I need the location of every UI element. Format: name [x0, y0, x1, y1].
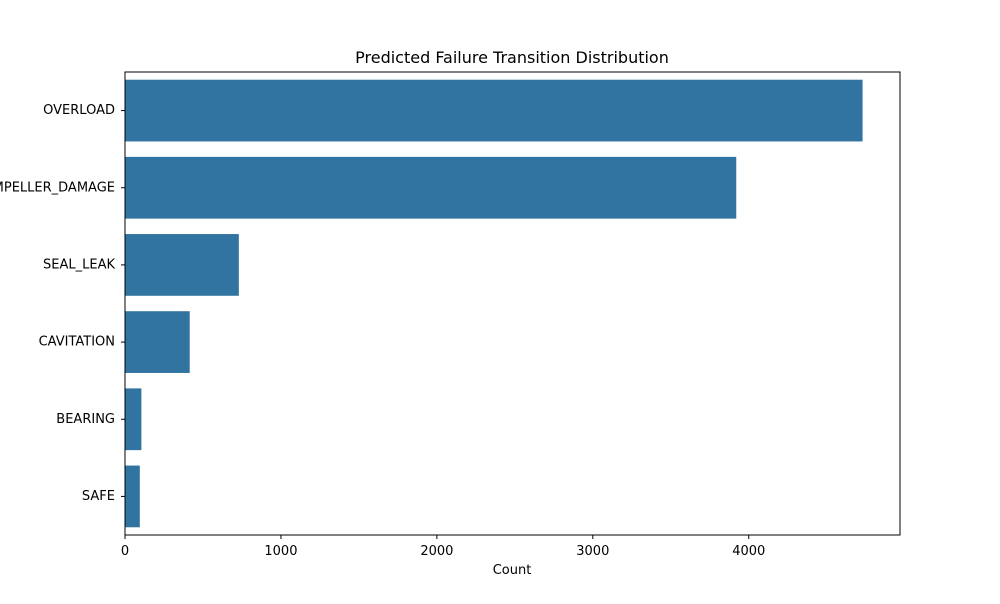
chart-title: Predicted Failure Transition Distributio… — [355, 48, 669, 67]
plot-bars — [125, 79, 863, 528]
bar-bearing — [125, 388, 142, 451]
x-axis-label: Count — [493, 563, 532, 578]
bar-impeller-damage — [125, 156, 737, 219]
bar-overload — [125, 79, 863, 142]
y-tick-label: IMPELLER_DAMAGE — [0, 180, 115, 195]
bar-safe — [125, 465, 140, 528]
y-tick-label: SEAL_LEAK — [43, 257, 115, 272]
x-tick-label: 3000 — [576, 544, 609, 559]
y-tick-label: CAVITATION — [39, 335, 115, 350]
x-tick-label: 4000 — [732, 544, 765, 559]
y-axis: OVERLOAD IMPELLER_DAMAGE SEAL_LEAK CAVITATI… — [0, 103, 125, 504]
y-tick-label: OVERLOAD — [43, 103, 115, 118]
plot-frame — [124, 71, 901, 536]
x-tick-label: 0 — [121, 544, 129, 559]
y-tick-label: BEARING — [56, 412, 115, 427]
y-tick-label: SAFE — [82, 489, 115, 504]
x-axis: 0 1000 2000 3000 4000 — [121, 535, 765, 559]
x-tick-label: 2000 — [420, 544, 453, 559]
bar-cavitation — [125, 311, 190, 373]
x-tick-label: 1000 — [264, 544, 297, 559]
bar-seal-leak — [125, 234, 239, 296]
